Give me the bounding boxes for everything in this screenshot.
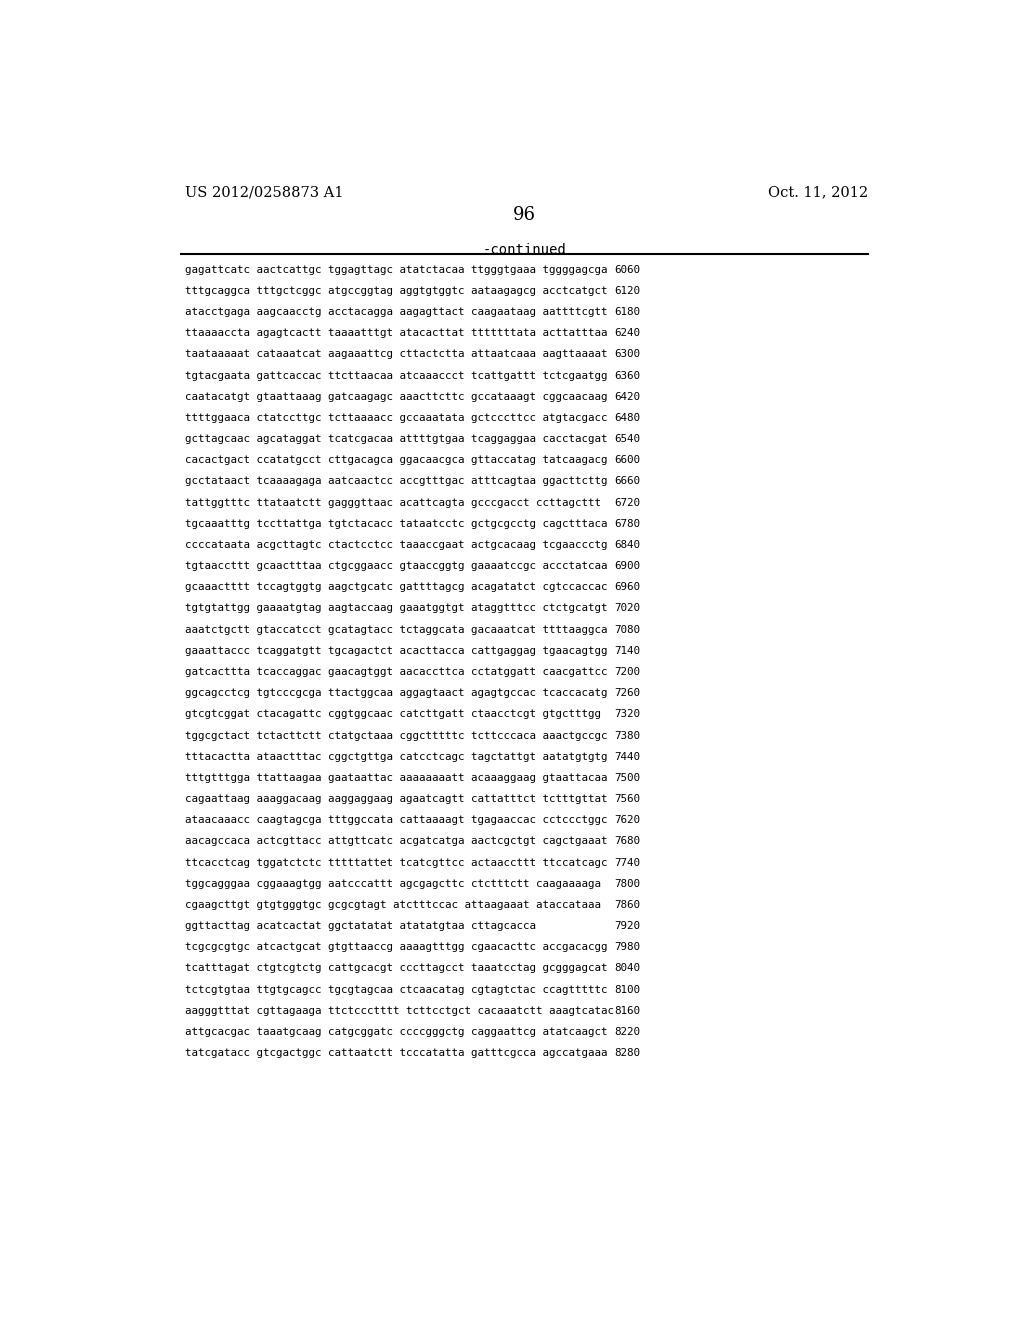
Text: 6060: 6060 [614, 264, 641, 275]
Text: 6540: 6540 [614, 434, 641, 444]
Text: 6300: 6300 [614, 350, 641, 359]
Text: ttttggaaca ctatccttgc tcttaaaacc gccaaatata gctcccttcc atgtacgacc: ttttggaaca ctatccttgc tcttaaaacc gccaaat… [184, 413, 607, 422]
Text: tgtacgaata gattcaccac ttcttaacaa atcaaaccct tcattgattt tctcgaatgg: tgtacgaata gattcaccac ttcttaacaa atcaaac… [184, 371, 607, 380]
Text: 6480: 6480 [614, 413, 641, 422]
Text: 96: 96 [513, 206, 537, 224]
Text: 7620: 7620 [614, 816, 641, 825]
Text: 6900: 6900 [614, 561, 641, 572]
Text: tggcgctact tctacttctt ctatgctaaa cggctttttc tcttcccaca aaactgccgc: tggcgctact tctacttctt ctatgctaaa cggcttt… [184, 730, 607, 741]
Text: -continued: -continued [483, 243, 566, 257]
Text: 7860: 7860 [614, 900, 641, 909]
Text: 7920: 7920 [614, 921, 641, 931]
Text: 6240: 6240 [614, 329, 641, 338]
Text: tggcagggaa cggaaagtgg aatcccattt agcgagcttc ctctttctt caagaaaaga: tggcagggaa cggaaagtgg aatcccattt agcgagc… [184, 879, 600, 888]
Text: gcaaactttt tccagtggtg aagctgcatc gattttagcg acagatatct cgtccaccac: gcaaactttt tccagtggtg aagctgcatc gatttta… [184, 582, 607, 593]
Text: 8280: 8280 [614, 1048, 641, 1059]
Text: 7260: 7260 [614, 688, 641, 698]
Text: caatacatgt gtaattaaag gatcaagagc aaacttcttc gccataaagt cggcaacaag: caatacatgt gtaattaaag gatcaagagc aaacttc… [184, 392, 607, 401]
Text: 7740: 7740 [614, 858, 641, 867]
Text: gtcgtcggat ctacagattc cggtggcaac catcttgatt ctaacctcgt gtgctttgg: gtcgtcggat ctacagattc cggtggcaac catcttg… [184, 709, 600, 719]
Text: tgtaaccttt gcaactttaa ctgcggaacc gtaaccggtg gaaaatccgc accctatcaa: tgtaaccttt gcaactttaa ctgcggaacc gtaaccg… [184, 561, 607, 572]
Text: 7380: 7380 [614, 730, 641, 741]
Text: attgcacgac taaatgcaag catgcggatc ccccgggctg caggaattcg atatcaagct: attgcacgac taaatgcaag catgcggatc ccccggg… [184, 1027, 607, 1038]
Text: 6420: 6420 [614, 392, 641, 401]
Text: aagggtttat cgttagaaga ttctccctttt tcttcctgct cacaaatctt aaagtcatac: aagggtttat cgttagaaga ttctccctttt tcttcc… [184, 1006, 613, 1016]
Text: 6120: 6120 [614, 286, 641, 296]
Text: ccccataata acgcttagtc ctactcctcc taaaccgaat actgcacaag tcgaaccctg: ccccataata acgcttagtc ctactcctcc taaaccg… [184, 540, 607, 550]
Text: ggcagcctcg tgtcccgcga ttactggcaa aggagtaact agagtgccac tcaccacatg: ggcagcctcg tgtcccgcga ttactggcaa aggagta… [184, 688, 607, 698]
Text: aaatctgctt gtaccatcct gcatagtacc tctaggcata gacaaatcat ttttaaggca: aaatctgctt gtaccatcct gcatagtacc tctaggc… [184, 624, 607, 635]
Text: ttaaaaccta agagtcactt taaaatttgt atacacttat tttttttata acttatttaa: ttaaaaccta agagtcactt taaaatttgt atacact… [184, 329, 607, 338]
Text: cacactgact ccatatgcct cttgacagca ggacaacgca gttaccatag tatcaagacg: cacactgact ccatatgcct cttgacagca ggacaac… [184, 455, 607, 465]
Text: 6780: 6780 [614, 519, 641, 529]
Text: tttgcaggca tttgctcggc atgccggtag aggtgtggtc aataagagcg acctcatgct: tttgcaggca tttgctcggc atgccggtag aggtgtg… [184, 286, 607, 296]
Text: 6360: 6360 [614, 371, 641, 380]
Text: gatcacttta tcaccaggac gaacagtggt aacaccttca cctatggatt caacgattcc: gatcacttta tcaccaggac gaacagtggt aacacct… [184, 667, 607, 677]
Text: tttacactta ataactttac cggctgttga catcctcagc tagctattgt aatatgtgtg: tttacactta ataactttac cggctgttga catcctc… [184, 751, 607, 762]
Text: 6960: 6960 [614, 582, 641, 593]
Text: 6720: 6720 [614, 498, 641, 508]
Text: cgaagcttgt gtgtgggtgc gcgcgtagt atctttccac attaagaaat ataccataaa: cgaagcttgt gtgtgggtgc gcgcgtagt atctttcc… [184, 900, 600, 909]
Text: gaaattaccc tcaggatgtt tgcagactct acacttacca cattgaggag tgaacagtgg: gaaattaccc tcaggatgtt tgcagactct acactta… [184, 645, 607, 656]
Text: tatcgatacc gtcgactggc cattaatctt tcccatatta gatttcgcca agccatgaaa: tatcgatacc gtcgactggc cattaatctt tcccata… [184, 1048, 607, 1059]
Text: atacctgaga aagcaacctg acctacagga aagagttact caagaataag aattttcgtt: atacctgaga aagcaacctg acctacagga aagagtt… [184, 308, 607, 317]
Text: ttcacctcag tggatctctc tttttattet tcatcgttcc actaaccttt ttccatcagc: ttcacctcag tggatctctc tttttattet tcatcgt… [184, 858, 607, 867]
Text: gcttagcaac agcataggat tcatcgacaa attttgtgaa tcaggaggaa cacctacgat: gcttagcaac agcataggat tcatcgacaa attttgt… [184, 434, 607, 444]
Text: 6180: 6180 [614, 308, 641, 317]
Text: ggttacttag acatcactat ggctatatat atatatgtaa cttagcacca: ggttacttag acatcactat ggctatatat atatatg… [184, 921, 536, 931]
Text: tctcgtgtaa ttgtgcagcc tgcgtagcaa ctcaacatag cgtagtctac ccagtttttc: tctcgtgtaa ttgtgcagcc tgcgtagcaa ctcaaca… [184, 985, 607, 994]
Text: tgcaaatttg tccttattga tgtctacacc tataatcctc gctgcgcctg cagctttaca: tgcaaatttg tccttattga tgtctacacc tataatc… [184, 519, 607, 529]
Text: 7140: 7140 [614, 645, 641, 656]
Text: 7800: 7800 [614, 879, 641, 888]
Text: 6660: 6660 [614, 477, 641, 486]
Text: 7020: 7020 [614, 603, 641, 614]
Text: US 2012/0258873 A1: US 2012/0258873 A1 [184, 185, 343, 199]
Text: 7680: 7680 [614, 837, 641, 846]
Text: 7440: 7440 [614, 751, 641, 762]
Text: 6600: 6600 [614, 455, 641, 465]
Text: 7500: 7500 [614, 774, 641, 783]
Text: 8040: 8040 [614, 964, 641, 973]
Text: gcctataact tcaaaagaga aatcaactcc accgtttgac atttcagtaa ggacttcttg: gcctataact tcaaaagaga aatcaactcc accgttt… [184, 477, 607, 486]
Text: 7320: 7320 [614, 709, 641, 719]
Text: 8160: 8160 [614, 1006, 641, 1016]
Text: 7980: 7980 [614, 942, 641, 952]
Text: 7560: 7560 [614, 795, 641, 804]
Text: aacagccaca actcgttacc attgttcatc acgatcatga aactcgctgt cagctgaaat: aacagccaca actcgttacc attgttcatc acgatca… [184, 837, 607, 846]
Text: 6840: 6840 [614, 540, 641, 550]
Text: gagattcatc aactcattgc tggagttagc atatctacaa ttgggtgaaa tggggagcga: gagattcatc aactcattgc tggagttagc atatcta… [184, 264, 607, 275]
Text: tcgcgcgtgc atcactgcat gtgttaaccg aaaagtttgg cgaacacttc accgacacgg: tcgcgcgtgc atcactgcat gtgttaaccg aaaagtt… [184, 942, 607, 952]
Text: 8100: 8100 [614, 985, 641, 994]
Text: ataacaaacc caagtagcga tttggccata cattaaaagt tgagaaccac cctccctggc: ataacaaacc caagtagcga tttggccata cattaaa… [184, 816, 607, 825]
Text: cagaattaag aaaggacaag aaggaggaag agaatcagtt cattatttct tctttgttat: cagaattaag aaaggacaag aaggaggaag agaatca… [184, 795, 607, 804]
Text: taataaaaat cataaatcat aagaaattcg cttactctta attaatcaaa aagttaaaat: taataaaaat cataaatcat aagaaattcg cttactc… [184, 350, 607, 359]
Text: Oct. 11, 2012: Oct. 11, 2012 [768, 185, 868, 199]
Text: 7200: 7200 [614, 667, 641, 677]
Text: tattggtttc ttataatctt gagggttaac acattcagta gcccgacct ccttagcttt: tattggtttc ttataatctt gagggttaac acattca… [184, 498, 600, 508]
Text: 7080: 7080 [614, 624, 641, 635]
Text: 8220: 8220 [614, 1027, 641, 1038]
Text: tcatttagat ctgtcgtctg cattgcacgt cccttagcct taaatcctag gcgggagcat: tcatttagat ctgtcgtctg cattgcacgt cccttag… [184, 964, 607, 973]
Text: tgtgtattgg gaaaatgtag aagtaccaag gaaatggtgt ataggtttcc ctctgcatgt: tgtgtattgg gaaaatgtag aagtaccaag gaaatgg… [184, 603, 607, 614]
Text: tttgtttgga ttattaagaa gaataattac aaaaaaaatt acaaaggaag gtaattacaa: tttgtttgga ttattaagaa gaataattac aaaaaaa… [184, 774, 607, 783]
